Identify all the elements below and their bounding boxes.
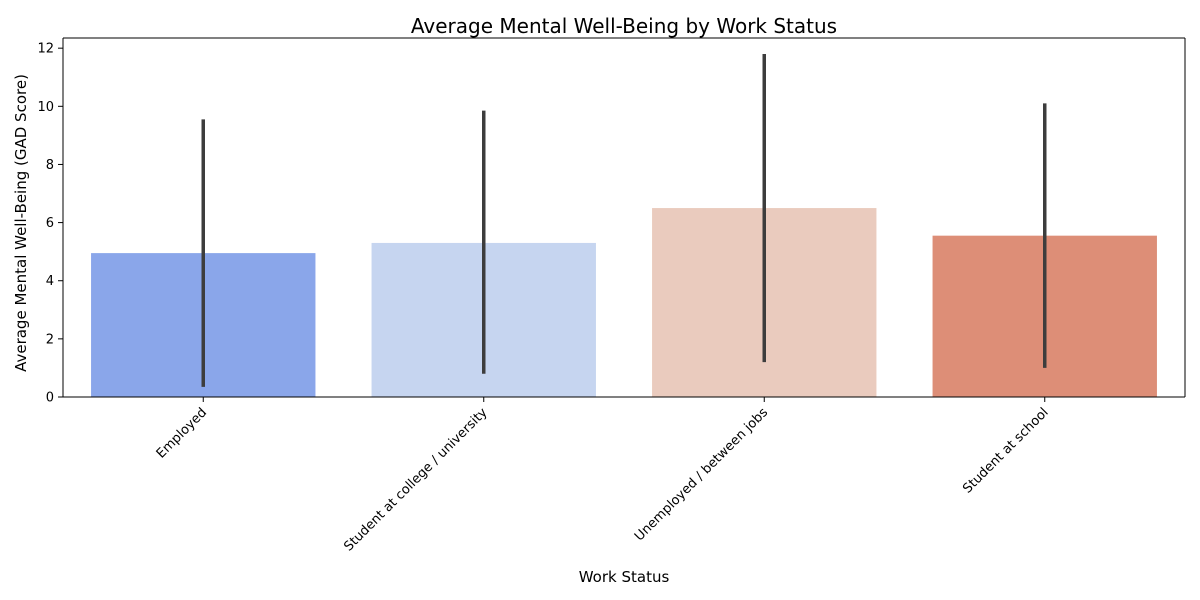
y-tick-label: 2 [46, 332, 54, 347]
y-tick-label: 12 [37, 42, 54, 57]
x-tick-label: Student at school [960, 405, 1051, 496]
y-tick-label: 6 [46, 216, 54, 231]
x-tick-label: Student at college / university [341, 405, 490, 554]
error-bars-layer [201, 53, 1047, 387]
bars-layer [91, 208, 1157, 397]
y-tick-label: 10 [37, 100, 54, 115]
x-ticks-layer: Employed Student at college / university U… [154, 397, 1052, 554]
chart-title: Average Mental Well-Being by Work Status [411, 14, 837, 38]
axes-layer [62, 37, 1186, 398]
y-tick-label: 0 [46, 391, 54, 406]
y-ticks-layer: 0 2 4 6 8 10 12 [37, 42, 63, 406]
y-axis-label: Average Mental Well-Being (GAD Score) [12, 74, 30, 372]
y-tick-label: 8 [46, 158, 54, 173]
y-tick-label: 4 [46, 274, 54, 289]
x-axis-label: Work Status [579, 568, 670, 586]
x-tick-label: Unemployed / between jobs [632, 405, 771, 544]
x-tick-label: Employed [154, 405, 210, 461]
